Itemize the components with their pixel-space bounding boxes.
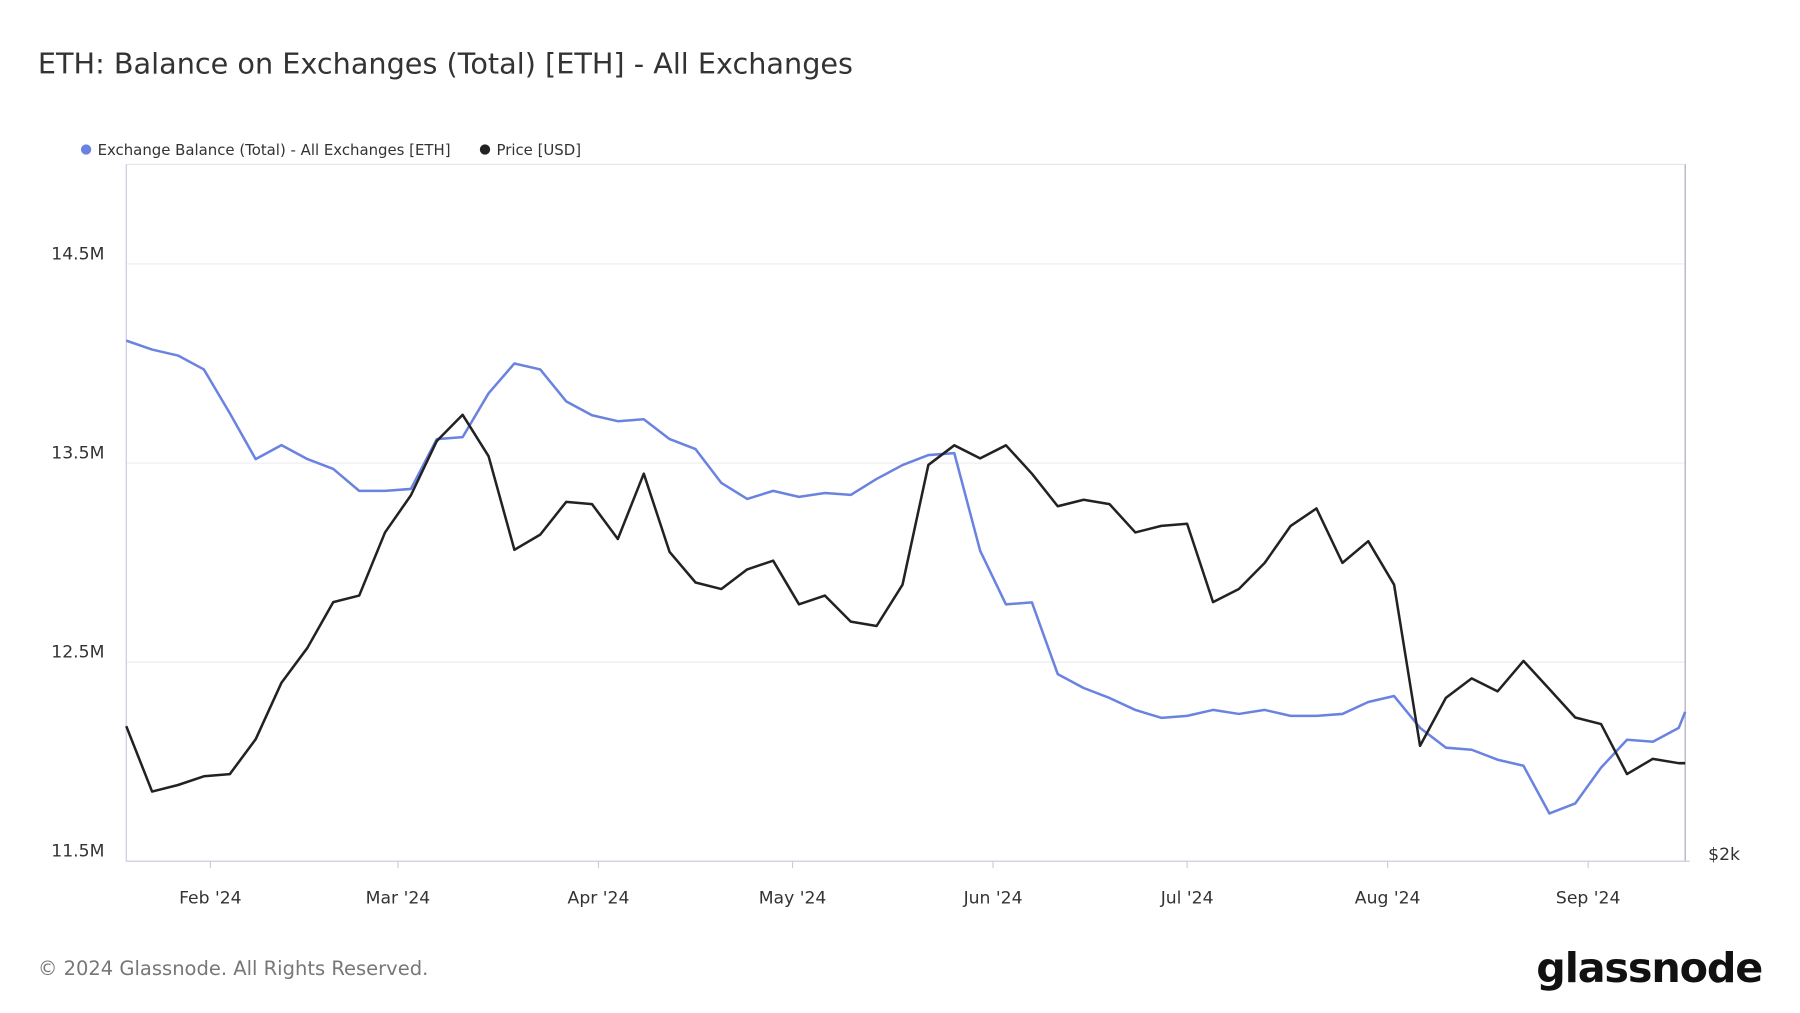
brand-logo: glassnode — [1536, 944, 1762, 992]
plot-frame — [125, 163, 1686, 862]
x-tick-label: Mar '24 — [366, 889, 431, 909]
series-line — [125, 339, 1687, 815]
x-tick-label: Sep '24 — [1556, 889, 1621, 909]
y-tick-label: 13.5M — [51, 443, 104, 463]
y-tick-label: 11.5M — [51, 842, 104, 862]
x-tick-label: Feb '24 — [179, 889, 242, 909]
copyright: © 2024 Glassnode. All Rights Reserved. — [38, 957, 428, 980]
chart-title: ETH: Balance on Exchanges (Total) [ETH] … — [38, 47, 853, 81]
x-tick-label: Apr '24 — [568, 889, 630, 909]
legend-label: Price [USD] — [496, 141, 581, 159]
legend-marker — [80, 144, 92, 155]
x-tick-label: Jul '24 — [1160, 889, 1214, 909]
x-tick-label: Jun '24 — [963, 889, 1023, 909]
legend-label: Exchange Balance (Total) - All Exchanges… — [98, 141, 451, 159]
y-tick-label: 14.5M — [51, 244, 104, 264]
legend-marker — [479, 144, 491, 155]
series-line — [125, 413, 1686, 793]
y2-tick-label: $2k — [1708, 845, 1740, 865]
x-tick-label: Aug '24 — [1355, 889, 1421, 909]
x-tick-label: May '24 — [759, 889, 827, 909]
y-tick-label: 12.5M — [51, 643, 104, 663]
